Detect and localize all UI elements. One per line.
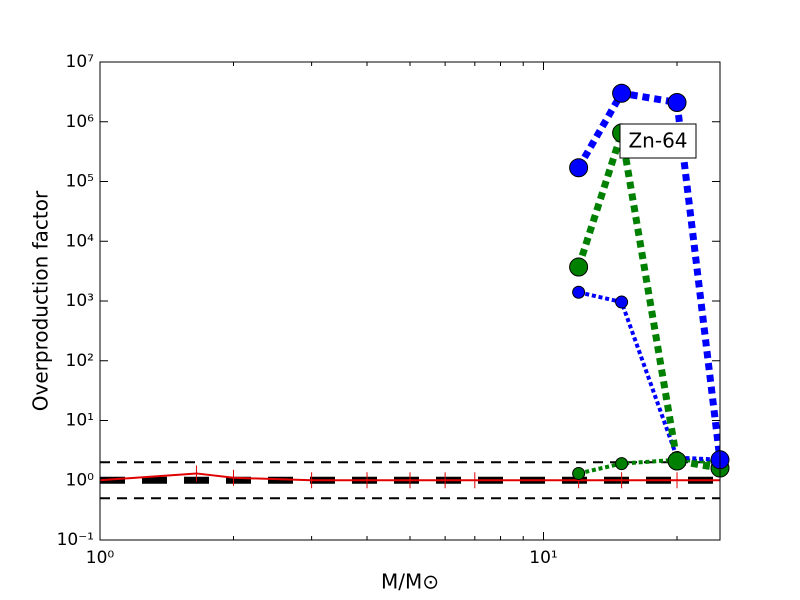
point bbox=[667, 451, 687, 471]
annotation: Zn-64 bbox=[619, 123, 697, 159]
series-line bbox=[578, 290, 720, 462]
y-tick-label: 10⁵ bbox=[66, 172, 94, 192]
y-tick-label: 10⁷ bbox=[66, 52, 95, 72]
point bbox=[615, 457, 629, 471]
y-tick-label: 10⁻¹ bbox=[57, 530, 94, 550]
y-tick-label: 10⁴ bbox=[66, 231, 95, 251]
annotation-box bbox=[619, 123, 697, 159]
x-tick-label: 10⁰ bbox=[86, 548, 115, 568]
y-tick-label: 10⁰ bbox=[66, 470, 95, 490]
point bbox=[572, 285, 586, 299]
point bbox=[615, 295, 629, 309]
point bbox=[569, 158, 589, 178]
y-tick-label: 10³ bbox=[66, 291, 94, 311]
point bbox=[569, 257, 589, 277]
x-axis-label: M/M⊙ bbox=[381, 570, 439, 594]
point bbox=[612, 83, 632, 103]
annotation-text: Zn-64 bbox=[628, 129, 687, 153]
y-tick-label: 10¹ bbox=[66, 411, 94, 431]
x-tick-label: 10¹ bbox=[529, 548, 557, 568]
series-line bbox=[100, 472, 720, 482]
point bbox=[667, 92, 687, 112]
plot-frame bbox=[99, 61, 721, 541]
y-tick-label: 10⁶ bbox=[66, 112, 95, 132]
point bbox=[572, 466, 586, 480]
series-line bbox=[578, 457, 720, 476]
series-line bbox=[575, 89, 720, 461]
y-axis-label: Overproduction factor bbox=[29, 190, 53, 411]
y-tick-label: 10² bbox=[66, 351, 94, 371]
